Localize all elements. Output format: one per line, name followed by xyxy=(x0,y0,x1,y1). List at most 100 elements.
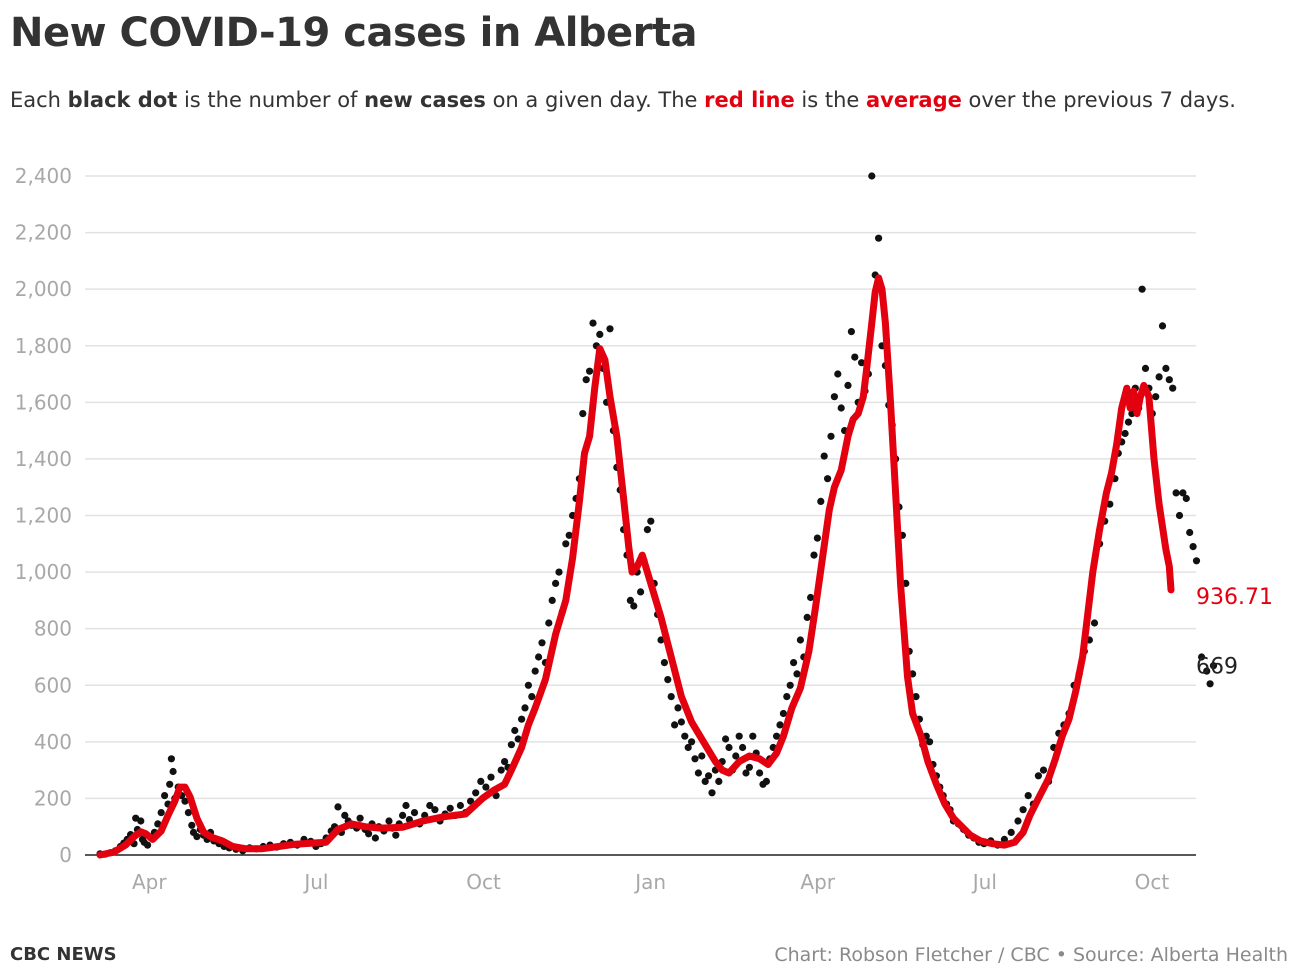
case-dot xyxy=(1179,489,1187,497)
case-dot xyxy=(535,653,543,661)
case-dot xyxy=(1206,680,1214,688)
case-dot xyxy=(1138,285,1146,293)
x-tick-label: Oct xyxy=(1135,870,1170,894)
case-dot xyxy=(501,758,509,766)
case-dot xyxy=(497,766,505,774)
case-dot xyxy=(1034,772,1042,780)
case-dot xyxy=(691,755,699,763)
case-dot xyxy=(1198,653,1206,661)
y-tick-label: 1,600 xyxy=(15,390,72,414)
case-dot xyxy=(1014,817,1022,825)
case-dot xyxy=(137,817,145,825)
case-dot xyxy=(1203,667,1211,675)
case-dot xyxy=(813,534,822,542)
case-dot xyxy=(531,667,539,675)
case-dot xyxy=(722,735,730,743)
case-dot xyxy=(1141,364,1150,372)
case-dot xyxy=(868,172,876,180)
y-tick-label: 1,400 xyxy=(15,447,72,471)
case-dot xyxy=(773,732,781,740)
case-dot xyxy=(926,738,934,746)
case-dot xyxy=(796,636,805,644)
case-dot xyxy=(1039,766,1048,774)
subtitle-red-line: red line xyxy=(704,88,795,112)
case-dot xyxy=(810,551,818,559)
x-tick-label: Apr xyxy=(800,870,835,894)
case-dot xyxy=(181,797,189,805)
case-dot xyxy=(725,743,733,752)
case-dot xyxy=(548,596,556,605)
case-dot xyxy=(1165,376,1173,384)
subtitle-part-3: on a given day. The xyxy=(485,88,705,112)
case-dot xyxy=(166,780,174,788)
subtitle-part-1: Each xyxy=(10,88,68,112)
case-dot xyxy=(511,726,519,735)
case-dot xyxy=(790,659,798,667)
case-dot xyxy=(385,817,393,825)
case-dot xyxy=(732,752,740,760)
y-tick-label: 800 xyxy=(34,617,72,641)
case-dot xyxy=(875,234,883,242)
y-tick-label: 1,000 xyxy=(15,560,72,584)
case-dot xyxy=(681,732,689,740)
case-dot xyxy=(193,833,201,841)
case-dot xyxy=(1169,384,1177,392)
case-dot xyxy=(807,593,815,602)
case-dot xyxy=(184,809,192,817)
case-dot xyxy=(1090,619,1099,627)
case-dot xyxy=(169,767,177,776)
case-dot xyxy=(1155,373,1163,381)
case-dot xyxy=(392,831,400,839)
case-dot xyxy=(586,367,594,375)
case-dot xyxy=(776,721,784,729)
case-dot xyxy=(528,693,536,701)
case-dot xyxy=(779,709,788,718)
case-dot xyxy=(745,763,754,771)
case-dot xyxy=(647,517,655,525)
case-dot xyxy=(830,393,839,401)
case-dot xyxy=(824,475,832,483)
case-dot xyxy=(482,783,490,791)
case-dot xyxy=(487,773,495,781)
case-dot xyxy=(1209,662,1218,670)
case-dot xyxy=(705,772,713,780)
case-dot xyxy=(472,789,480,797)
chart-canvas: 0 200 400 600 800 1,000 1,200 1,400 1,600 1,800 2,… xyxy=(15,164,1273,894)
case-dot xyxy=(677,718,686,726)
subtitle-average: average xyxy=(865,88,962,112)
case-dot xyxy=(188,821,196,829)
case-dot xyxy=(847,328,856,336)
case-dot xyxy=(837,404,845,412)
case-dot xyxy=(762,777,771,786)
case-dot xyxy=(1182,494,1190,503)
case-dot xyxy=(701,777,709,786)
case-dot xyxy=(431,806,439,814)
case-dot xyxy=(518,715,526,723)
case-dot xyxy=(589,319,597,327)
case-dot xyxy=(858,359,866,367)
chart-source-credit: Chart: Robson Fletcher / CBC • Source: A… xyxy=(774,944,1288,966)
case-dot xyxy=(545,619,553,627)
case-dot xyxy=(735,732,743,740)
x-tick-labels: Apr Jul Oct Jan Apr Jul Oct xyxy=(132,870,1169,894)
y-tick-labels: 0 200 400 600 800 1,000 1,200 1,400 1,600 1,800 2,… xyxy=(15,164,72,867)
case-dot xyxy=(477,777,485,786)
case-dot xyxy=(793,670,801,678)
seven-day-average-line xyxy=(96,274,1175,859)
y-tick-label: 0 xyxy=(59,843,72,867)
case-dot xyxy=(1124,418,1133,426)
case-dot xyxy=(538,639,546,647)
case-dot xyxy=(154,820,162,828)
case-dot xyxy=(552,579,560,588)
case-dot xyxy=(803,613,811,622)
case-dot xyxy=(555,568,563,576)
case-dot xyxy=(660,659,669,667)
case-dot xyxy=(1175,511,1184,520)
case-dot xyxy=(694,769,703,777)
case-dot xyxy=(674,704,682,712)
case-dot xyxy=(786,681,794,689)
case-dot xyxy=(596,330,604,338)
subtitle-new-cases: new cases xyxy=(364,88,486,112)
subtitle-part-2: is the number of xyxy=(177,88,365,112)
case-dot xyxy=(1192,557,1201,565)
